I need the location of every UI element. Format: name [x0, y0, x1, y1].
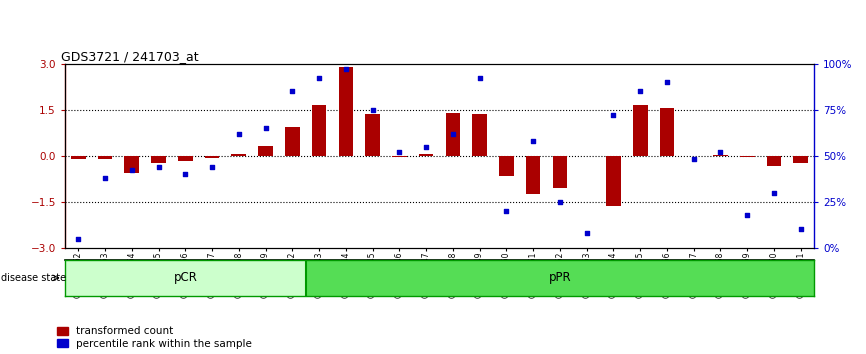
- Point: [687, 156, 701, 162]
- Bar: [713, 155, 727, 156]
- Point: [232, 131, 246, 137]
- Point: [446, 131, 460, 137]
- Point: [794, 227, 808, 232]
- Point: [125, 168, 139, 173]
- Text: disease state: disease state: [1, 273, 66, 283]
- Bar: [553, 156, 567, 188]
- Point: [473, 76, 487, 81]
- Bar: [472, 114, 487, 156]
- Point: [178, 171, 192, 177]
- Legend: transformed count, percentile rank within the sample: transformed count, percentile rank withi…: [57, 326, 252, 349]
- Bar: [125, 156, 139, 173]
- Bar: [793, 156, 808, 162]
- Text: pPR: pPR: [548, 272, 572, 284]
- Point: [339, 67, 352, 72]
- Point: [71, 236, 85, 241]
- Bar: [231, 154, 246, 156]
- Point: [312, 76, 326, 81]
- Point: [392, 149, 406, 155]
- Bar: [445, 113, 460, 156]
- Bar: [499, 156, 514, 176]
- Bar: [339, 67, 353, 156]
- Bar: [365, 114, 380, 156]
- Bar: [526, 156, 540, 194]
- Point: [553, 199, 567, 205]
- Bar: [285, 127, 300, 156]
- Bar: [258, 146, 273, 156]
- Point: [500, 208, 514, 214]
- Point: [286, 88, 300, 94]
- Point: [98, 175, 112, 181]
- Bar: [606, 156, 621, 206]
- Point: [259, 125, 273, 131]
- Text: GDS3721 / 241703_at: GDS3721 / 241703_at: [61, 50, 199, 63]
- Bar: [178, 156, 193, 161]
- Point: [767, 190, 781, 195]
- Point: [714, 149, 727, 155]
- Bar: [392, 156, 407, 157]
- Bar: [419, 154, 434, 156]
- Bar: [98, 156, 113, 159]
- Bar: [633, 105, 648, 156]
- Point: [205, 164, 219, 170]
- Bar: [312, 105, 326, 156]
- Bar: [204, 156, 219, 158]
- Bar: [71, 156, 86, 159]
- Point: [660, 79, 674, 85]
- Point: [419, 144, 433, 149]
- Point: [579, 230, 593, 236]
- Point: [633, 88, 647, 94]
- Point: [152, 164, 165, 170]
- Bar: [660, 108, 675, 156]
- Bar: [152, 156, 166, 162]
- Bar: [740, 156, 754, 157]
- Point: [365, 107, 379, 113]
- Text: pCR: pCR: [173, 272, 197, 284]
- Point: [527, 138, 540, 144]
- Point: [606, 113, 620, 118]
- Bar: [766, 156, 781, 166]
- Point: [740, 212, 754, 217]
